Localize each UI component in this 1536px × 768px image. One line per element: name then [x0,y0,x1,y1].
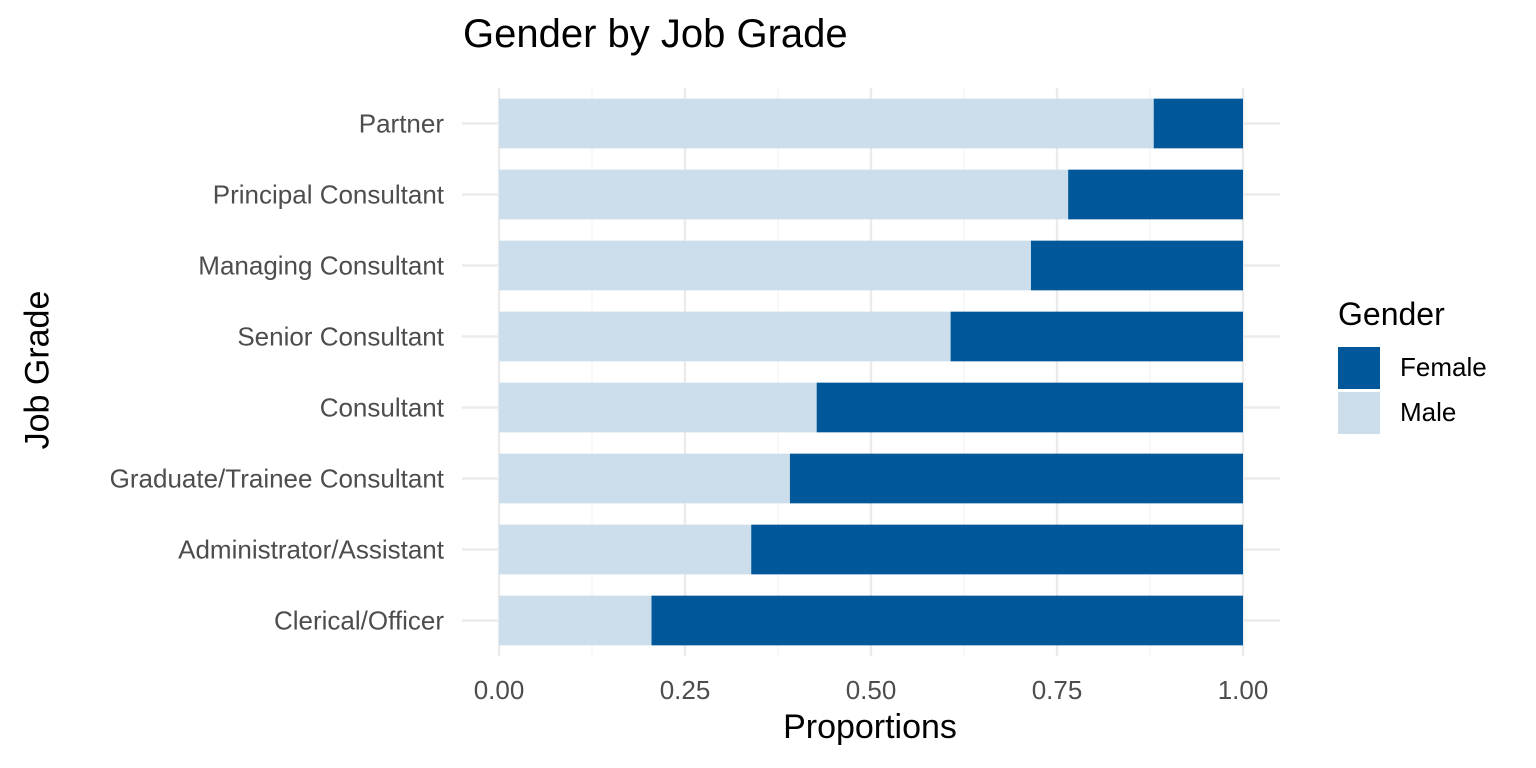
x-tick-label: 0.00 [474,675,525,705]
legend-label-female: Female [1400,352,1487,382]
legend-key-male [1338,391,1380,434]
bar-female-administrator-assistant [751,524,1243,575]
bar-male-administrator-assistant [499,524,752,575]
y-axis-label: Job Grade [18,290,57,450]
y-tick-label: Administrator/Assistant [178,535,445,565]
bar-female-graduate-trainee-consultant [789,453,1243,504]
y-tick-label: Partner [359,109,445,139]
bar-male-clerical-officer [499,595,652,646]
y-tick-label: Managing Consultant [198,251,444,281]
x-axis-label: Proportions [783,708,957,746]
bar-female-clerical-officer [651,595,1243,646]
legend-key-female [1338,346,1380,389]
y-tick-label: Clerical/Officer [274,606,444,636]
bar-female-senior-consultant [950,311,1243,362]
bar-female-principal-consultant [1068,169,1243,220]
y-tick-label: Consultant [320,393,445,423]
bar-female-consultant [816,382,1243,433]
bar-male-graduate-trainee-consultant [499,453,790,504]
bar-female-partner [1153,98,1243,149]
legend-title: Gender [1338,296,1445,332]
x-tick-label: 0.75 [1032,675,1083,705]
bar-male-partner [499,98,1154,149]
y-tick-label: Graduate/Trainee Consultant [110,464,445,494]
bar-male-senior-consultant [499,311,951,362]
legend-item-female: Female [1338,345,1487,390]
x-tick-label: 0.50 [846,675,897,705]
x-tick-label: 1.00 [1218,675,1269,705]
x-tick-label: 0.25 [660,675,711,705]
y-tick-label: Senior Consultant [237,322,444,352]
legend-label-male: Male [1400,397,1457,427]
legend-item-male: Male [1338,390,1487,435]
y-tick-label: Principal Consultant [213,180,445,210]
bar-male-principal-consultant [499,169,1069,220]
legend: Gender Female Male [1338,296,1487,435]
bar-female-managing-consultant [1030,240,1243,291]
chart-title: Gender by Job Grade [463,12,848,56]
bar-male-managing-consultant [499,240,1031,291]
bar-male-consultant [499,382,817,433]
